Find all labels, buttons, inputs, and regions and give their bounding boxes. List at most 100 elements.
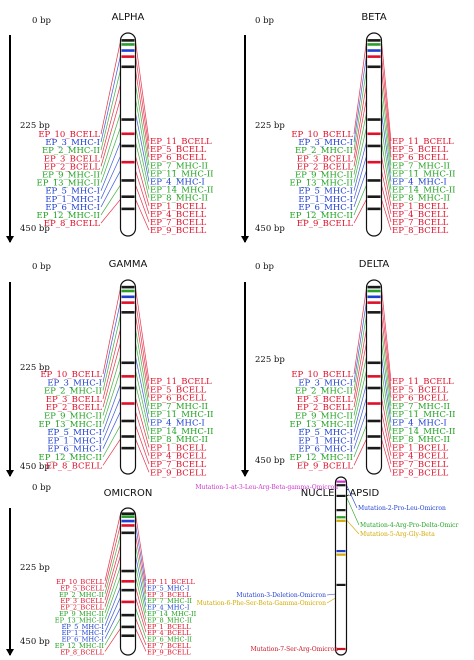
connector-line — [135, 397, 150, 448]
right-epitope-label: EP_7_MHC-II — [392, 161, 450, 171]
right-epitope-label: EP_11_BCELL — [147, 578, 195, 586]
chromosome-band — [121, 39, 135, 42]
chromosome-band — [367, 55, 381, 58]
connector-line — [100, 112, 121, 175]
left-epitope-label: EP_6_MHC-I — [62, 636, 105, 644]
right-epitope-label: EP_4_BCELL — [150, 210, 207, 220]
connector-line — [353, 370, 367, 424]
chromosome-band — [121, 207, 135, 211]
right-epitope-label: EP_5_BCELL — [392, 385, 449, 395]
panel-nucleocapsid: NUCLEOCAPSIDMutation-1-at-3-Leu-Arg-Beta… — [195, 476, 458, 656]
connector-line — [353, 315, 367, 391]
connector-line — [353, 141, 367, 191]
connector-line — [135, 628, 147, 652]
connector-line — [353, 342, 367, 408]
scale-label-mid: 225 bp — [20, 363, 50, 373]
right-epitope-label: EP_4_BCELL — [147, 629, 191, 637]
left-epitope-label: EP_9_MHC-II — [295, 171, 353, 181]
chromosome-band — [367, 160, 381, 164]
connector-line — [381, 112, 392, 182]
connector-line — [381, 397, 392, 448]
left-epitope-label: EP_2_BCELL — [46, 403, 103, 413]
connector-line — [135, 301, 150, 390]
connector-line — [381, 84, 392, 166]
right-epitope-label: EP_7_MHC-II — [150, 402, 208, 412]
right-epitope-label: EP_1_BCELL — [392, 443, 449, 453]
connector-line — [135, 586, 147, 626]
right-epitope-label: EP_11_BCELL — [392, 377, 454, 387]
connector-line — [135, 438, 150, 473]
left-epitope-label: EP_1_MHC-I — [62, 629, 105, 637]
left-epitope-label: EP_6_MHC-I — [47, 445, 102, 455]
panel-delta: DELTA 0 bp 225 bp 450 bp EP_10_BCELLEP_3_MHC… — [241, 259, 455, 478]
scale-label-end: 450 bp — [20, 637, 50, 647]
connector-line — [381, 315, 392, 398]
chromosome-band — [367, 311, 381, 314]
left-epitope-label: EP_5_MHC-I — [298, 428, 353, 438]
right-epitope-label: EP_5_BCELL — [150, 385, 207, 395]
left-epitope-label: EP_13_MHC-II — [37, 179, 100, 189]
chromosome-band — [367, 39, 381, 42]
axis-arrow-icon — [6, 236, 14, 243]
chromosome-band — [121, 512, 135, 516]
connector-line — [135, 156, 150, 206]
connector-lines — [104, 513, 147, 652]
right-epitope-label: EP_14_MHC-II — [392, 186, 455, 196]
right-epitope-label: EP_7_BCELL — [147, 642, 191, 650]
connector-line — [353, 84, 367, 159]
axis-arrow-icon — [241, 236, 249, 243]
left-epitope-label: EP_3_MHC-I — [47, 378, 102, 388]
left-epitope-label: EP_10_BCELL — [40, 370, 102, 380]
right-epitope-label: EP_8_MHC-II — [392, 435, 450, 445]
connector-line — [381, 411, 392, 456]
left-epitope-label: EP_3_BCELL — [44, 154, 101, 164]
right-epitope-label: EP_8_BCELL — [392, 468, 449, 478]
chromosome-band — [121, 301, 135, 304]
chromosome-band — [121, 580, 135, 583]
right-epitope-label: EP_14_MHC-II — [392, 427, 455, 437]
right-epitope-label: EP_8_MHC-II — [150, 194, 208, 204]
chromosome-band — [121, 311, 135, 314]
chromosome-band — [121, 625, 135, 629]
left-epitope-label: EP_9_BCELL — [297, 219, 354, 229]
connector-line — [353, 112, 367, 175]
panel-title: OMICRON — [104, 488, 153, 499]
right-epitope-label: EP_4_MHC-I — [392, 419, 447, 429]
connector-line — [135, 576, 147, 620]
connector-line — [353, 438, 367, 466]
left-epitope-label: EP_2_BCELL — [297, 403, 354, 413]
connector-line — [135, 383, 150, 440]
left-epitope-label: EP_8_BCELL — [60, 648, 104, 656]
left-epitope-label: EP_1_MHC-I — [298, 436, 353, 446]
connector-line — [102, 438, 121, 466]
left-epitope-label: EP_1_MHC-I — [47, 436, 102, 446]
connector-line — [353, 287, 367, 375]
chromosome-band — [367, 65, 381, 69]
scale-label-end: 450 bp — [20, 462, 50, 472]
connector-line — [353, 170, 367, 208]
connector-line — [353, 156, 367, 199]
left-epitope-label: EP_10_BCELL — [291, 130, 353, 140]
right-epitope-label: EP_5_MHC-I — [147, 584, 190, 592]
connector-line — [381, 98, 392, 174]
right-epitope-label: EP_11_BCELL — [150, 377, 212, 387]
chromosome-band — [121, 65, 135, 69]
chromosome-band — [121, 386, 135, 390]
connector-line — [353, 397, 367, 441]
panel-gamma: GAMMA 0 bp 225 bp 450 bp EP_10_BCELLEP_3_MHC… — [6, 259, 213, 478]
left-epitope-label: EP_6_MHC-I — [298, 203, 353, 213]
scale-label-end: 450 bp — [255, 456, 285, 466]
scale-label-end: 450 bp — [255, 224, 285, 234]
chromosome-band — [121, 524, 135, 527]
panel-title: GAMMA — [109, 259, 148, 270]
scale-label-mid: 225 bp — [20, 121, 50, 131]
connector-line — [102, 397, 121, 441]
connector-line — [381, 383, 392, 440]
connector-lines — [102, 287, 150, 473]
connector-line — [381, 370, 392, 431]
connector-line — [381, 141, 392, 198]
right-epitope-label: EP_11_BCELL — [392, 137, 454, 147]
connector-line — [100, 127, 121, 183]
right-epitope-label: EP_7_BCELL — [392, 218, 449, 228]
